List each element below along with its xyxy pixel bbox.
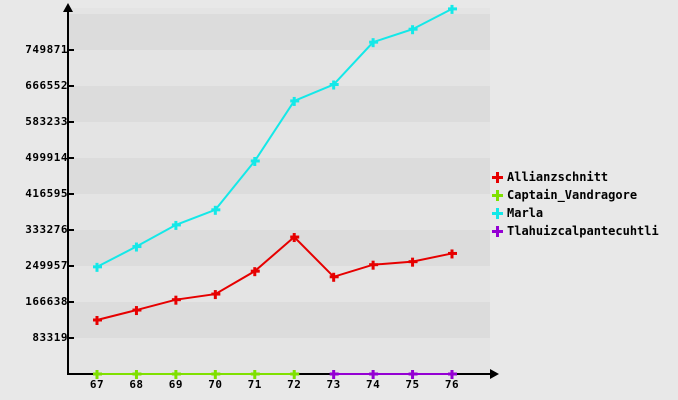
- x-axis-tick-label: 73: [326, 378, 341, 391]
- y-axis-tick: [69, 49, 74, 51]
- y-axis-line: [67, 10, 69, 374]
- y-axis-tick-label: 83319: [32, 331, 68, 344]
- y-axis-tick: [69, 229, 74, 231]
- legend-item-label: Captain_Vandragore: [507, 188, 638, 202]
- plot-band: [68, 14, 490, 50]
- plot-band: [68, 122, 490, 158]
- y-axis-tick: [69, 265, 74, 267]
- x-axis-tick-label: 70: [208, 378, 223, 391]
- y-axis-tick: [69, 157, 74, 159]
- y-axis-tick-label: 749871: [25, 43, 68, 56]
- y-axis-tick: [69, 121, 74, 123]
- legend: Allianzschnitt Captain_Vandragore Marla Tla…: [492, 168, 659, 240]
- y-axis-tick: [69, 337, 74, 339]
- y-axis-tick-label: 499914: [25, 151, 68, 164]
- legend-marker-icon: [492, 207, 503, 219]
- plot-band: [68, 266, 490, 302]
- plot-band: [68, 302, 490, 338]
- y-axis-arrow-icon: [63, 3, 73, 12]
- legend-item-label: Allianzschnitt: [507, 170, 609, 184]
- legend-marker-icon: [492, 171, 503, 183]
- x-axis-tick-label: 76: [444, 378, 460, 391]
- x-axis-tick-label: 68: [129, 378, 144, 391]
- legend-marker-icon: [492, 225, 503, 237]
- plot-band: [68, 158, 490, 194]
- y-axis-tick-label: 416595: [25, 187, 68, 200]
- plot-band: [68, 8, 490, 14]
- y-axis-tick-label: 666552: [25, 79, 68, 92]
- y-axis-tick-label: 249957: [25, 259, 68, 272]
- plot-band: [68, 50, 490, 86]
- legend-marker-icon: [492, 189, 503, 201]
- y-axis-tick-label: 166638: [25, 295, 68, 308]
- x-axis-tick-label: 72: [287, 378, 302, 391]
- y-axis-tick-label: 333276: [25, 223, 68, 236]
- legend-item-marla[interactable]: Marla: [492, 204, 659, 222]
- x-axis-tick-label: 74: [365, 378, 381, 391]
- x-axis-tick-label: 67: [89, 378, 105, 391]
- x-axis-tick-label: 75: [405, 378, 420, 391]
- x-axis-line: [67, 373, 495, 375]
- plot-band: [68, 338, 490, 374]
- plot-area: [68, 8, 490, 374]
- legend-item-tlahuizcalpantecuhtli[interactable]: Tlahuizcalpantecuhtli: [492, 222, 659, 240]
- legend-item-label: Tlahuizcalpantecuhtli: [507, 224, 659, 238]
- x-axis-tick-label: 71: [247, 378, 262, 391]
- plot-band: [68, 194, 490, 230]
- plot-band: [68, 86, 490, 122]
- legend-item-captain_vandragore[interactable]: Captain_Vandragore: [492, 186, 659, 204]
- plot-band: [68, 230, 490, 266]
- legend-item-allianzschnitt[interactable]: Allianzschnitt: [492, 168, 659, 186]
- y-axis-tick: [69, 85, 74, 87]
- y-axis-tick: [69, 193, 74, 195]
- legend-item-label: Marla: [507, 206, 544, 220]
- y-axis-tick-label: 583233: [25, 115, 68, 128]
- x-axis-tick-label: 69: [168, 378, 183, 391]
- x-axis-arrow-icon: [490, 369, 499, 379]
- y-axis-tick: [69, 301, 74, 303]
